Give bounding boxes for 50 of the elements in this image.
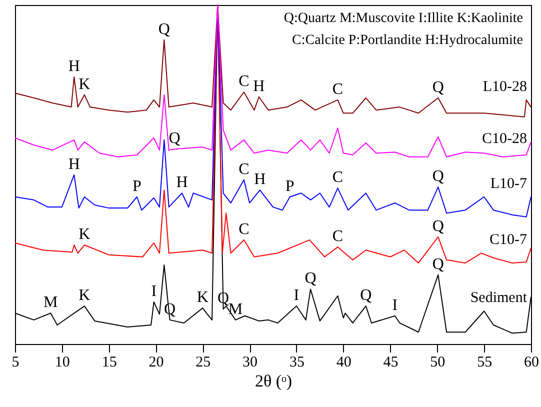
annotation: M xyxy=(228,300,243,318)
annotation: C xyxy=(238,220,250,238)
x-tick-label: 40 xyxy=(336,354,352,370)
annotation: P xyxy=(285,178,294,195)
annotation: M xyxy=(44,294,58,312)
annotation: K xyxy=(78,76,91,93)
annotation: I xyxy=(151,282,157,300)
annotation: H xyxy=(68,156,80,173)
annotation: Q xyxy=(432,168,444,186)
annotation: K xyxy=(78,287,91,304)
series-label: L10-28 xyxy=(482,78,527,95)
annotation: Q xyxy=(168,130,181,148)
annotation: Q xyxy=(432,78,444,96)
x-tick-label: 30 xyxy=(242,354,258,370)
annotation: H xyxy=(253,78,266,95)
annotation: I xyxy=(392,296,398,314)
x-tick-label: 10 xyxy=(54,354,70,370)
annotation: C xyxy=(238,160,250,178)
annotation: C xyxy=(332,169,344,186)
annotation: C xyxy=(238,73,250,90)
series-label: Sediment xyxy=(470,290,528,306)
x-tick-label: 15 xyxy=(102,354,117,370)
annotation: H xyxy=(254,171,266,188)
x-tick-label: 20 xyxy=(148,354,164,370)
annotation: Q:Quartz M:Muscovite I:Illite K:Kaolinite xyxy=(284,11,523,26)
x-tick-label: 55 xyxy=(477,354,492,370)
annotation: C:Calcite P:Portlandite H:Hydrocalumite xyxy=(292,33,523,48)
annotation: Q xyxy=(304,270,317,288)
x-tick-label: 60 xyxy=(524,354,539,370)
annotation: I xyxy=(294,287,300,304)
annotation: Q xyxy=(432,218,444,235)
annotation: H xyxy=(68,58,80,75)
x-tick-label: 25 xyxy=(196,354,211,370)
annotation: Q xyxy=(432,256,444,273)
annotation: C xyxy=(332,80,344,98)
annotation: P xyxy=(132,178,142,195)
x-tick-label: 35 xyxy=(289,354,304,370)
series-label: C10-28 xyxy=(482,131,527,148)
series-label: C10-7 xyxy=(490,232,528,248)
annotation: C xyxy=(332,228,344,246)
annotation: Q xyxy=(360,287,372,304)
annotation: H xyxy=(176,174,188,192)
x-tick-label: 50 xyxy=(430,354,446,370)
x-tick-label: 45 xyxy=(383,354,398,370)
x-axis-title: 2θ (ᵒ) xyxy=(254,372,292,390)
annotation: K xyxy=(196,289,209,306)
x-tick-label: 5 xyxy=(12,354,20,370)
annotation: K xyxy=(78,226,91,244)
series-label: L10-7 xyxy=(490,176,528,192)
annotation: Q xyxy=(158,20,170,38)
